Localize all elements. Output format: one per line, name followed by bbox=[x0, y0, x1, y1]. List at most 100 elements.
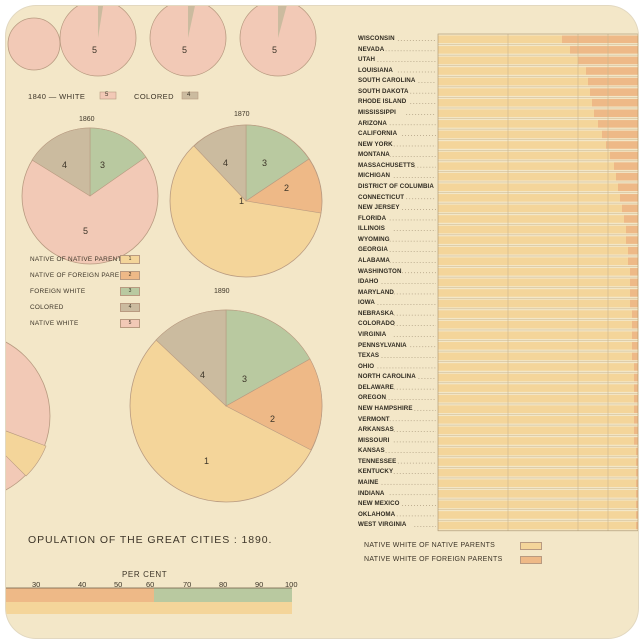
state-label: MISSOURI bbox=[358, 436, 390, 444]
state-label: DISTRICT OF COLUMBIA bbox=[358, 182, 434, 190]
bar-native-foreign bbox=[636, 490, 638, 498]
bar-native-native bbox=[438, 458, 636, 466]
pie-1860-title: 1860 bbox=[79, 116, 95, 123]
state-label: OHIO bbox=[358, 362, 375, 370]
bar-native-native bbox=[438, 215, 624, 223]
bar-native-foreign bbox=[626, 225, 638, 234]
percent-scale-title: PER CENT bbox=[122, 570, 168, 579]
bar-native-foreign bbox=[620, 194, 638, 202]
bar-native-foreign bbox=[562, 35, 638, 44]
bar-native-foreign bbox=[630, 278, 638, 287]
state-label: SOUTH CAROLINA bbox=[358, 77, 416, 85]
pie-1870 bbox=[169, 124, 323, 278]
bar-native-foreign bbox=[634, 416, 638, 424]
bar-native-foreign bbox=[628, 257, 638, 266]
percent-tick: 70 bbox=[183, 580, 192, 589]
bar-native-foreign bbox=[606, 141, 638, 149]
state-label: WYOMING bbox=[358, 235, 390, 243]
top-pie-sliver bbox=[278, 6, 287, 38]
top-pie-sliver bbox=[98, 6, 104, 38]
percent-bar-orange bbox=[6, 588, 154, 602]
bar-native-foreign bbox=[570, 46, 638, 54]
bar-native-foreign bbox=[592, 98, 638, 107]
percent-tick: 80 bbox=[219, 580, 228, 589]
top-pie-label: 5 bbox=[272, 45, 278, 55]
bar-native-foreign bbox=[630, 299, 638, 308]
pie-1870-title: 1870 bbox=[234, 111, 250, 118]
bar-native-foreign bbox=[630, 289, 638, 297]
bar-native-native bbox=[438, 426, 634, 435]
bar-native-native bbox=[438, 67, 586, 75]
pie-1860-label: 5 bbox=[83, 226, 89, 236]
state-label: IDAHO bbox=[358, 278, 379, 286]
bar-native-native bbox=[438, 352, 632, 361]
pie-1890-label: 2 bbox=[270, 414, 276, 424]
percent-tick: 40 bbox=[78, 580, 87, 589]
bar-native-native bbox=[438, 342, 632, 350]
state-label: OKLAHOMA bbox=[358, 510, 396, 518]
sticker-print: 5 5 5 1840 — WHITE 5 COLORED 4 1860 4 3 … bbox=[6, 6, 638, 638]
bar-native-native bbox=[438, 162, 614, 170]
bar-native-native bbox=[438, 299, 630, 308]
pie-1860-label: 4 bbox=[62, 160, 68, 170]
top-pie-label: 5 bbox=[182, 45, 188, 55]
bar-native-native bbox=[438, 257, 628, 266]
pie-1890-slice-colored bbox=[155, 309, 227, 407]
bar-native-foreign bbox=[632, 320, 638, 329]
state-label: NEVADA bbox=[358, 45, 385, 53]
bar-native-native bbox=[438, 289, 630, 297]
state-label: LOUISIANA bbox=[358, 66, 393, 74]
pie-legend-label: COLORED bbox=[30, 304, 64, 311]
bar-native-native bbox=[438, 511, 636, 519]
pie-legend-swatch: 3 bbox=[120, 287, 140, 296]
bar-native-foreign bbox=[598, 120, 638, 128]
bar-native-foreign bbox=[626, 236, 638, 244]
bar-native-native bbox=[438, 77, 588, 86]
bar-native-native bbox=[438, 204, 622, 213]
bar-native-foreign bbox=[602, 130, 638, 139]
pie-1870-label: 3 bbox=[262, 158, 268, 168]
legend-1840-colored-label: COLORED bbox=[134, 92, 174, 101]
pie-1890-title: 1890 bbox=[214, 288, 230, 295]
state-bar-chart bbox=[377, 33, 638, 532]
pie-legend-swatch: 1 bbox=[120, 255, 140, 264]
pie-1870-label: 2 bbox=[284, 183, 290, 193]
pie-legend-label: NATIVE WHITE bbox=[30, 320, 79, 327]
bar-native-foreign bbox=[634, 394, 638, 403]
bar-native-native bbox=[438, 278, 630, 287]
state-label: IOWA bbox=[358, 299, 375, 307]
pie-1870-slice-foreign bbox=[245, 124, 310, 202]
state-label: ALABAMA bbox=[358, 256, 390, 264]
percent-tick: 90 bbox=[255, 580, 264, 589]
bar-native-native bbox=[438, 394, 634, 403]
legend-1840-white-key: 5 bbox=[105, 92, 109, 98]
state-label: MICHIGAN bbox=[358, 172, 391, 180]
bar-native-foreign bbox=[610, 151, 638, 160]
bar-native-native bbox=[438, 141, 606, 149]
bar-native-native bbox=[438, 98, 592, 107]
bar-legend-swatch bbox=[520, 542, 542, 550]
bar-native-foreign bbox=[630, 268, 638, 276]
percent-bar-lower bbox=[6, 602, 292, 614]
bar-native-native bbox=[438, 437, 634, 445]
bar-native-native bbox=[438, 183, 618, 192]
bar-native-native bbox=[438, 521, 636, 530]
state-label: FLORIDA bbox=[358, 214, 387, 222]
bar-native-foreign bbox=[634, 426, 638, 435]
bar-native-foreign bbox=[634, 437, 638, 445]
bar-native-foreign bbox=[632, 331, 638, 340]
bar-native-foreign bbox=[636, 511, 638, 519]
pie-1890-slice-native-foreign bbox=[225, 358, 323, 451]
state-label: ILLINOIS bbox=[358, 225, 385, 233]
state-label: NEW HAMPSHIRE bbox=[358, 404, 413, 412]
bar-native-native bbox=[438, 268, 630, 276]
bar-native-native bbox=[438, 331, 632, 340]
state-label: WEST VIRGINIA bbox=[358, 521, 407, 529]
top-pie-label: 5 bbox=[92, 45, 98, 55]
bar-native-foreign bbox=[636, 479, 638, 488]
pie-legend-swatch: 4 bbox=[120, 303, 140, 312]
bar-native-native bbox=[438, 35, 562, 44]
pie-1860-slice-colored bbox=[31, 127, 91, 197]
bar-native-native bbox=[438, 88, 590, 96]
state-label: INDIANA bbox=[358, 489, 385, 497]
